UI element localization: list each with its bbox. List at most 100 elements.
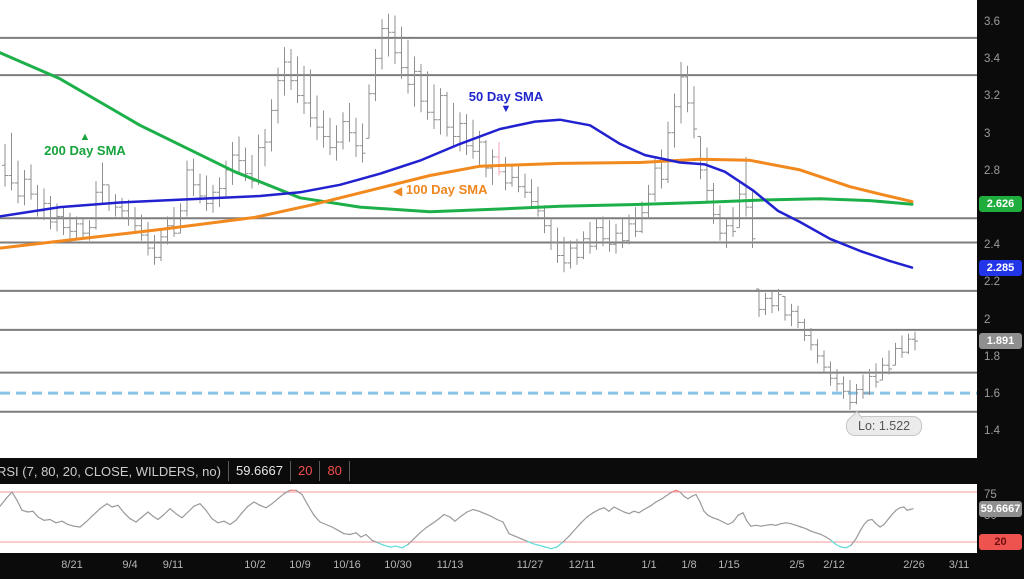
date-label-9/11: 9/11 [162, 559, 184, 571]
rsi-line-segment [395, 545, 403, 549]
rsi-line-segment [443, 513, 451, 518]
rsi-line-segment [687, 495, 693, 500]
price-tick-1.8: 1.8 [984, 350, 1000, 363]
rsi-line-segment [419, 527, 427, 534]
rsi-line-segment [163, 508, 171, 516]
rsi-line-segment [21, 509, 29, 513]
rsi-line-segment [592, 508, 600, 514]
rsi-line-segment [707, 514, 714, 519]
rsi-line-segment [43, 518, 51, 521]
rsi-line-segment [349, 532, 357, 536]
date-label-11/27: 11/27 [516, 559, 544, 571]
sma200-label-text: 200 Day SMA [44, 143, 126, 158]
rsi-line-segment [5, 491, 13, 500]
rsi-line-segment [175, 513, 183, 519]
price-axis-panel[interactable]: 3.63.43.232.82.62.42.221.81.61.42.6262.2… [977, 0, 1024, 579]
rsi-line-segment [790, 523, 797, 526]
rsi-line-segment [855, 530, 861, 540]
rsi-line-segment [460, 511, 468, 517]
sma100-line[interactable] [0, 157, 914, 250]
sma50-line[interactable] [0, 118, 914, 269]
rsi-line-segment [61, 520, 69, 526]
rsi-line-segment [770, 523, 777, 526]
rsi-line-segment [466, 508, 474, 513]
rsi-line-segment [437, 513, 445, 521]
rsi-line-segment [633, 510, 640, 514]
price-tick-2.2: 2.2 [984, 276, 1000, 289]
rsi-line-segment [199, 503, 207, 511]
rsi-line-segment [73, 525, 81, 528]
rsi-line-segment [835, 543, 842, 548]
rsi-header[interactable]: RSI (7, 80, 20, CLOSE, WILDERS, no) 59.6… [0, 458, 1024, 484]
price-tick-3.6: 3.6 [984, 16, 1000, 28]
rsi-line-segment [484, 513, 492, 517]
rsi-line-segment [11, 491, 18, 501]
rsi-line-segment [117, 504, 125, 514]
price-chart-canvas [0, 13, 977, 413]
rsi-line-segment [313, 514, 321, 523]
rsi-line-segment [355, 532, 362, 538]
rsi-line-segment [241, 505, 249, 514]
price-tick-2: 2 [984, 313, 991, 326]
rsi-line-segment [343, 533, 351, 536]
rsi-line-segment [661, 494, 668, 500]
date-label-12/11: 12/11 [568, 559, 596, 571]
rsi-line-segment [331, 526, 339, 531]
rsi-line-segment [703, 510, 709, 516]
rsi-line-segment [887, 513, 893, 521]
price-badge-sma50: 2.285 [979, 259, 1022, 276]
rsi-line-segment [111, 504, 119, 508]
rsi-line-segment [49, 518, 57, 524]
rsi-line-segment [360, 533, 367, 538]
triangle-left-icon: ◀ [393, 184, 403, 198]
rsi-line-segment [895, 507, 901, 511]
rsi-line-segment [746, 520, 752, 527]
rsi-line-segment [859, 523, 865, 532]
rsi-chart-pane[interactable] [0, 484, 977, 553]
rsi-line-segment [899, 506, 905, 509]
rsi-line-segment [271, 498, 279, 505]
rsi-line-segment [850, 538, 857, 546]
rsi-line-segment [863, 519, 869, 526]
rsi-line-segment [514, 535, 522, 540]
rsi-line-segment [649, 501, 657, 507]
sma50-label-text: 50 Day SMA [468, 89, 544, 104]
rsi-line-segment [520, 538, 528, 542]
rsi-line-segment [800, 526, 807, 530]
rsi-line-segment [586, 512, 594, 518]
rsi-badge-20: 20 [979, 534, 1022, 550]
date-label-2/5: 2/5 [789, 559, 805, 571]
low-price-text: Lo: 1.522 [858, 419, 911, 433]
rsi-line-segment [655, 498, 663, 503]
rsi-line-segment [223, 520, 231, 526]
rsi-line-segment [780, 522, 787, 525]
price-badge-sma200: 2.626 [979, 196, 1022, 213]
low-price-callout: Lo: 1.522 [846, 411, 923, 436]
rsi-line-segment [123, 512, 131, 520]
rsi-line-segment [825, 536, 832, 541]
price-tick-2.4: 2.4 [984, 239, 1000, 252]
rsi-line-segment [401, 543, 409, 549]
rsi-line-segment [235, 512, 243, 521]
rsi-line-segment [301, 493, 309, 506]
rsi-line-segment [638, 508, 645, 514]
rsi-tick-75: 75 [984, 489, 997, 502]
date-label-8/21: 8/21 [61, 559, 83, 571]
triangle-down-icon: ▼ [500, 103, 512, 115]
rsi-line-segment [16, 499, 23, 511]
rsi-line-segment [544, 546, 552, 550]
rsi-line-segment [608, 506, 615, 512]
rsi-current-value: 59.6667 [227, 461, 290, 481]
rsi-line-segment [454, 515, 462, 522]
rsi-line-segment [891, 509, 897, 516]
rsi-line-segment [666, 491, 673, 496]
rsi-line-segment [795, 524, 802, 528]
price-chart-pane[interactable]: ▲ 200 Day SMA 50 Day SMA ▼ ◀ 100 Day SMA… [0, 0, 977, 458]
rsi-line-segment [722, 521, 729, 526]
rsi-oversold-setting: 20 [289, 461, 319, 481]
rsi-line-segment [253, 501, 261, 506]
rsi-overbought-setting: 80 [319, 461, 350, 481]
rsi-line-segment [909, 508, 914, 511]
price-tick-1.4: 1.4 [984, 425, 1000, 438]
sma200-line[interactable] [0, 51, 914, 214]
